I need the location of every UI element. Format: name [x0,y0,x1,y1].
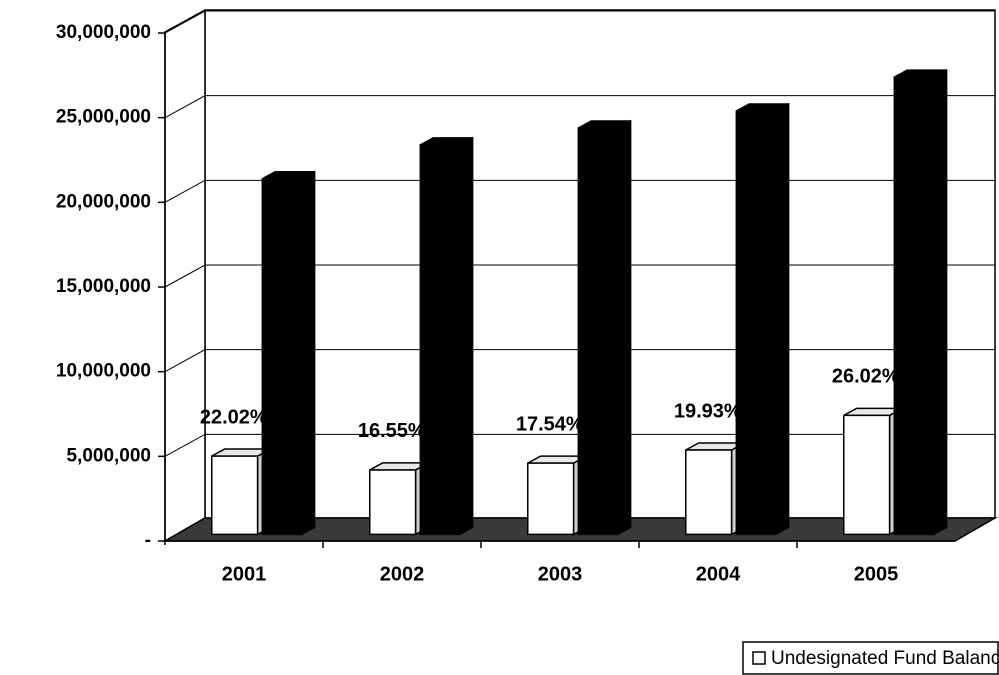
legend-swatch [752,651,766,665]
annotation: 22.02% [200,406,268,428]
x-tick-label: 2003 [538,563,583,585]
bar-front [369,469,417,536]
bar-front [577,127,619,536]
bar-front [211,455,259,536]
grid-line [164,179,995,203]
bar [893,68,948,536]
bar-side [933,68,948,536]
y-tick-label: 20,000,000 [56,191,151,212]
grid-line [164,95,995,119]
y-tick-label: - [145,530,151,551]
bar-front [685,449,733,536]
bar-front [527,462,575,536]
grid-line [164,264,995,288]
bar-side [775,102,790,536]
bar-front [735,110,777,536]
annotation: 17.54% [516,413,584,435]
y-tick-label: 5,000,000 [66,445,151,466]
grid-line [164,10,995,34]
x-tick-label: 2001 [222,563,267,585]
annotation: 26.02% [832,366,900,388]
y-tick-label: 15,000,000 [56,276,151,297]
bar [261,170,316,536]
grid-line [164,349,995,373]
y-tick-label: 10,000,000 [56,361,151,382]
annotation: 16.55% [358,420,426,442]
x-tick-label: 2005 [854,563,899,585]
y-tick-label: 30,000,000 [56,22,151,43]
bar-front [261,178,303,536]
x-tick-label: 2002 [380,563,425,585]
bar-front [843,414,891,536]
bar-side [301,170,316,536]
y-tick-label: 25,000,000 [56,107,151,128]
legend-label: Undesignated Fund Balance [771,648,999,669]
legend-box [742,641,999,675]
bar-side [617,119,632,536]
annotation: 19.93% [674,400,742,422]
bar-front [419,144,461,536]
x-tick-label: 2004 [696,563,741,585]
bar [577,119,632,536]
bar [419,136,474,536]
grid-line [164,433,995,457]
bar [735,102,790,536]
bar-side [459,136,474,536]
bar-front [893,76,935,536]
